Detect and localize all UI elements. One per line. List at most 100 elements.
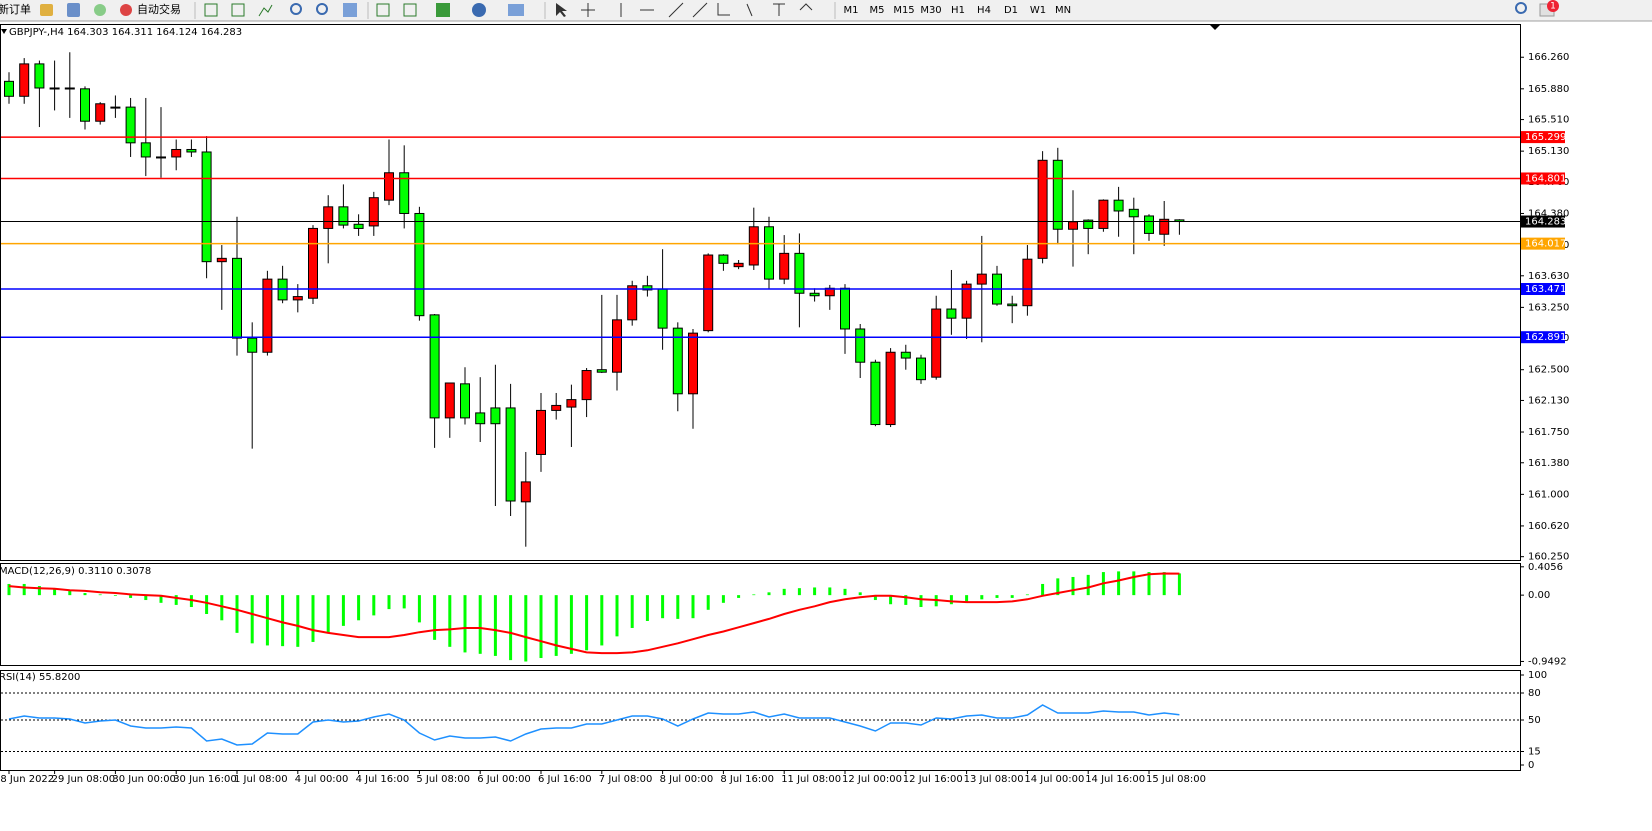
macd-bar: [676, 595, 680, 619]
period-button[interactable]: H1: [951, 5, 965, 16]
x-tick-label: 6 Jul 00:00: [477, 774, 531, 785]
icon[interactable]: [620, 2, 813, 18]
candle-body: [733, 262, 744, 268]
y-tick-label: 50: [1528, 715, 1541, 726]
icon[interactable]: [376, 3, 390, 17]
candle-body: [840, 287, 850, 330]
candle-body: [536, 409, 546, 455]
candle-body: [976, 273, 987, 285]
macd-bar: [873, 595, 877, 601]
candle-body: [961, 283, 972, 319]
candle-body: [34, 63, 45, 89]
icon[interactable]: [556, 3, 567, 17]
x-tick-label: 5 Jul 08:00: [416, 774, 470, 785]
macd-bar: [341, 595, 345, 626]
macd-bar: [144, 595, 148, 601]
period-button[interactable]: H4: [977, 5, 991, 16]
period-button[interactable]: M15: [893, 5, 914, 16]
auto-trading-button[interactable]: 自动交易: [137, 2, 181, 16]
level-label: 164.017: [1525, 239, 1566, 250]
candle-body: [414, 212, 425, 317]
macd-bar: [858, 592, 862, 596]
toolbar: 新订单 自动交易 1 M1 M5 M15 M30 H1 H4 D1 W1 MN: [0, 0, 1652, 22]
candle-body: [95, 103, 106, 122]
candle-body: [399, 172, 410, 214]
macd-bar: [478, 595, 482, 654]
icon[interactable]: [436, 3, 450, 17]
level-label-bg: [1521, 237, 1565, 250]
macd-bar: [159, 595, 163, 603]
macd-bar: [554, 595, 558, 656]
candle-body: [186, 148, 197, 153]
badge-count: 1: [1550, 2, 1556, 12]
macd-bar: [311, 595, 315, 642]
candle-body: [688, 332, 698, 395]
new-order-button[interactable]: 新订单: [0, 2, 31, 16]
icon[interactable]: [231, 3, 245, 17]
period-button[interactable]: M1: [844, 5, 859, 16]
period-button[interactable]: D1: [1004, 5, 1018, 16]
icon[interactable]: [343, 3, 357, 17]
macd-bar: [250, 595, 254, 644]
y-tick-label: 161.380: [1528, 458, 1569, 469]
macd-bar: [7, 583, 11, 596]
main-panel: [0, 24, 1521, 561]
macd-bar: [539, 595, 543, 659]
icon[interactable]: [40, 4, 53, 16]
icon[interactable]: [290, 3, 302, 15]
candle-body: [1007, 303, 1018, 307]
icon[interactable]: [94, 4, 106, 16]
macd-bar: [417, 595, 421, 623]
candle-body: [748, 226, 759, 266]
icon[interactable]: [67, 3, 80, 17]
macd-bar: [1086, 574, 1090, 596]
rsi-line: [8, 704, 1180, 746]
candle-body: [627, 285, 638, 321]
macd-bar: [326, 595, 330, 633]
macd-bar: [509, 595, 513, 661]
macd-bar: [1117, 571, 1121, 596]
macd-bar: [296, 595, 300, 647]
macd-bar: [706, 595, 710, 610]
macd-bar: [524, 595, 528, 662]
candle-body: [764, 226, 774, 280]
icon[interactable]: [258, 4, 273, 17]
x-tick-label: 4 Jul 00:00: [295, 774, 349, 785]
search-icon[interactable]: [1515, 2, 1527, 14]
candle-body: [581, 370, 592, 401]
x-tick-label: 8 Jul 00:00: [660, 774, 714, 785]
period-button[interactable]: W1: [1030, 5, 1046, 16]
level-label: 164.801: [1525, 173, 1566, 184]
candle-body: [156, 156, 166, 159]
candle-body: [794, 252, 805, 294]
candle-body: [247, 337, 258, 353]
x-tick-label: 1 Jul 08:00: [234, 774, 288, 785]
y-tick-label: 80: [1528, 688, 1541, 699]
period-button[interactable]: M5: [870, 5, 885, 16]
candle-body: [900, 351, 911, 359]
icon[interactable]: [581, 3, 595, 17]
macd-bar: [889, 595, 893, 605]
macd-bar: [767, 592, 771, 596]
y-tick-label: 0.4056: [1528, 562, 1563, 573]
candle-body: [429, 314, 440, 419]
macd-bar: [205, 595, 209, 614]
period-button[interactable]: M30: [920, 5, 941, 16]
icon[interactable]: [120, 4, 132, 16]
x-tick-label: 30 Jun 16:00: [173, 774, 237, 785]
icon[interactable]: [472, 3, 486, 17]
period-button[interactable]: MN: [1055, 5, 1071, 16]
candle-body: [855, 328, 866, 363]
candle-body: [475, 412, 486, 425]
icon[interactable]: [403, 3, 417, 17]
icon[interactable]: [508, 4, 524, 16]
level-label: 164.283: [1525, 217, 1566, 228]
icon[interactable]: [316, 3, 328, 15]
macd-bar: [1041, 583, 1045, 596]
icon[interactable]: [204, 3, 218, 17]
candle-body: [308, 227, 318, 299]
x-tick-label: 29 Jun 08:00: [52, 774, 116, 785]
macd-bar: [721, 595, 725, 603]
candle-body: [809, 292, 820, 297]
